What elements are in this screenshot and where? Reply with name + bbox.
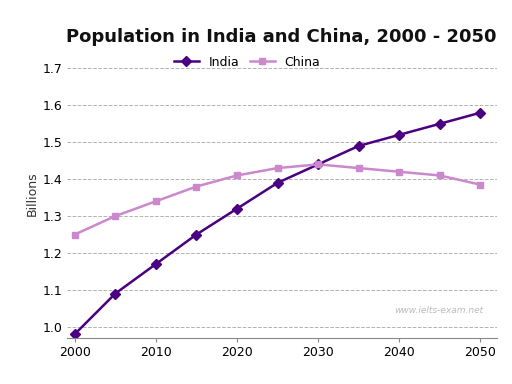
India	[153, 262, 159, 266]
India	[315, 162, 321, 167]
China	[315, 162, 321, 167]
Line: China: China	[71, 161, 484, 238]
China	[72, 232, 78, 237]
China	[194, 184, 200, 189]
India	[234, 206, 240, 211]
Y-axis label: Billions: Billions	[26, 172, 38, 216]
China	[477, 182, 483, 187]
India	[274, 180, 281, 185]
India	[437, 121, 443, 126]
India	[72, 332, 78, 336]
India	[194, 232, 200, 237]
China	[274, 166, 281, 170]
India	[356, 144, 362, 148]
China	[112, 214, 118, 218]
India	[477, 110, 483, 115]
Line: India: India	[71, 109, 484, 338]
China	[396, 169, 402, 174]
China	[234, 173, 240, 178]
India	[396, 132, 402, 137]
India	[112, 291, 118, 296]
China	[153, 199, 159, 204]
Title: Population in India and China, 2000 - 2050: Population in India and China, 2000 - 20…	[67, 28, 497, 46]
China	[437, 173, 443, 178]
Legend: India, China: India, China	[172, 53, 323, 71]
China	[356, 166, 362, 170]
Text: www.ielts-exam.net: www.ielts-exam.net	[395, 306, 484, 315]
